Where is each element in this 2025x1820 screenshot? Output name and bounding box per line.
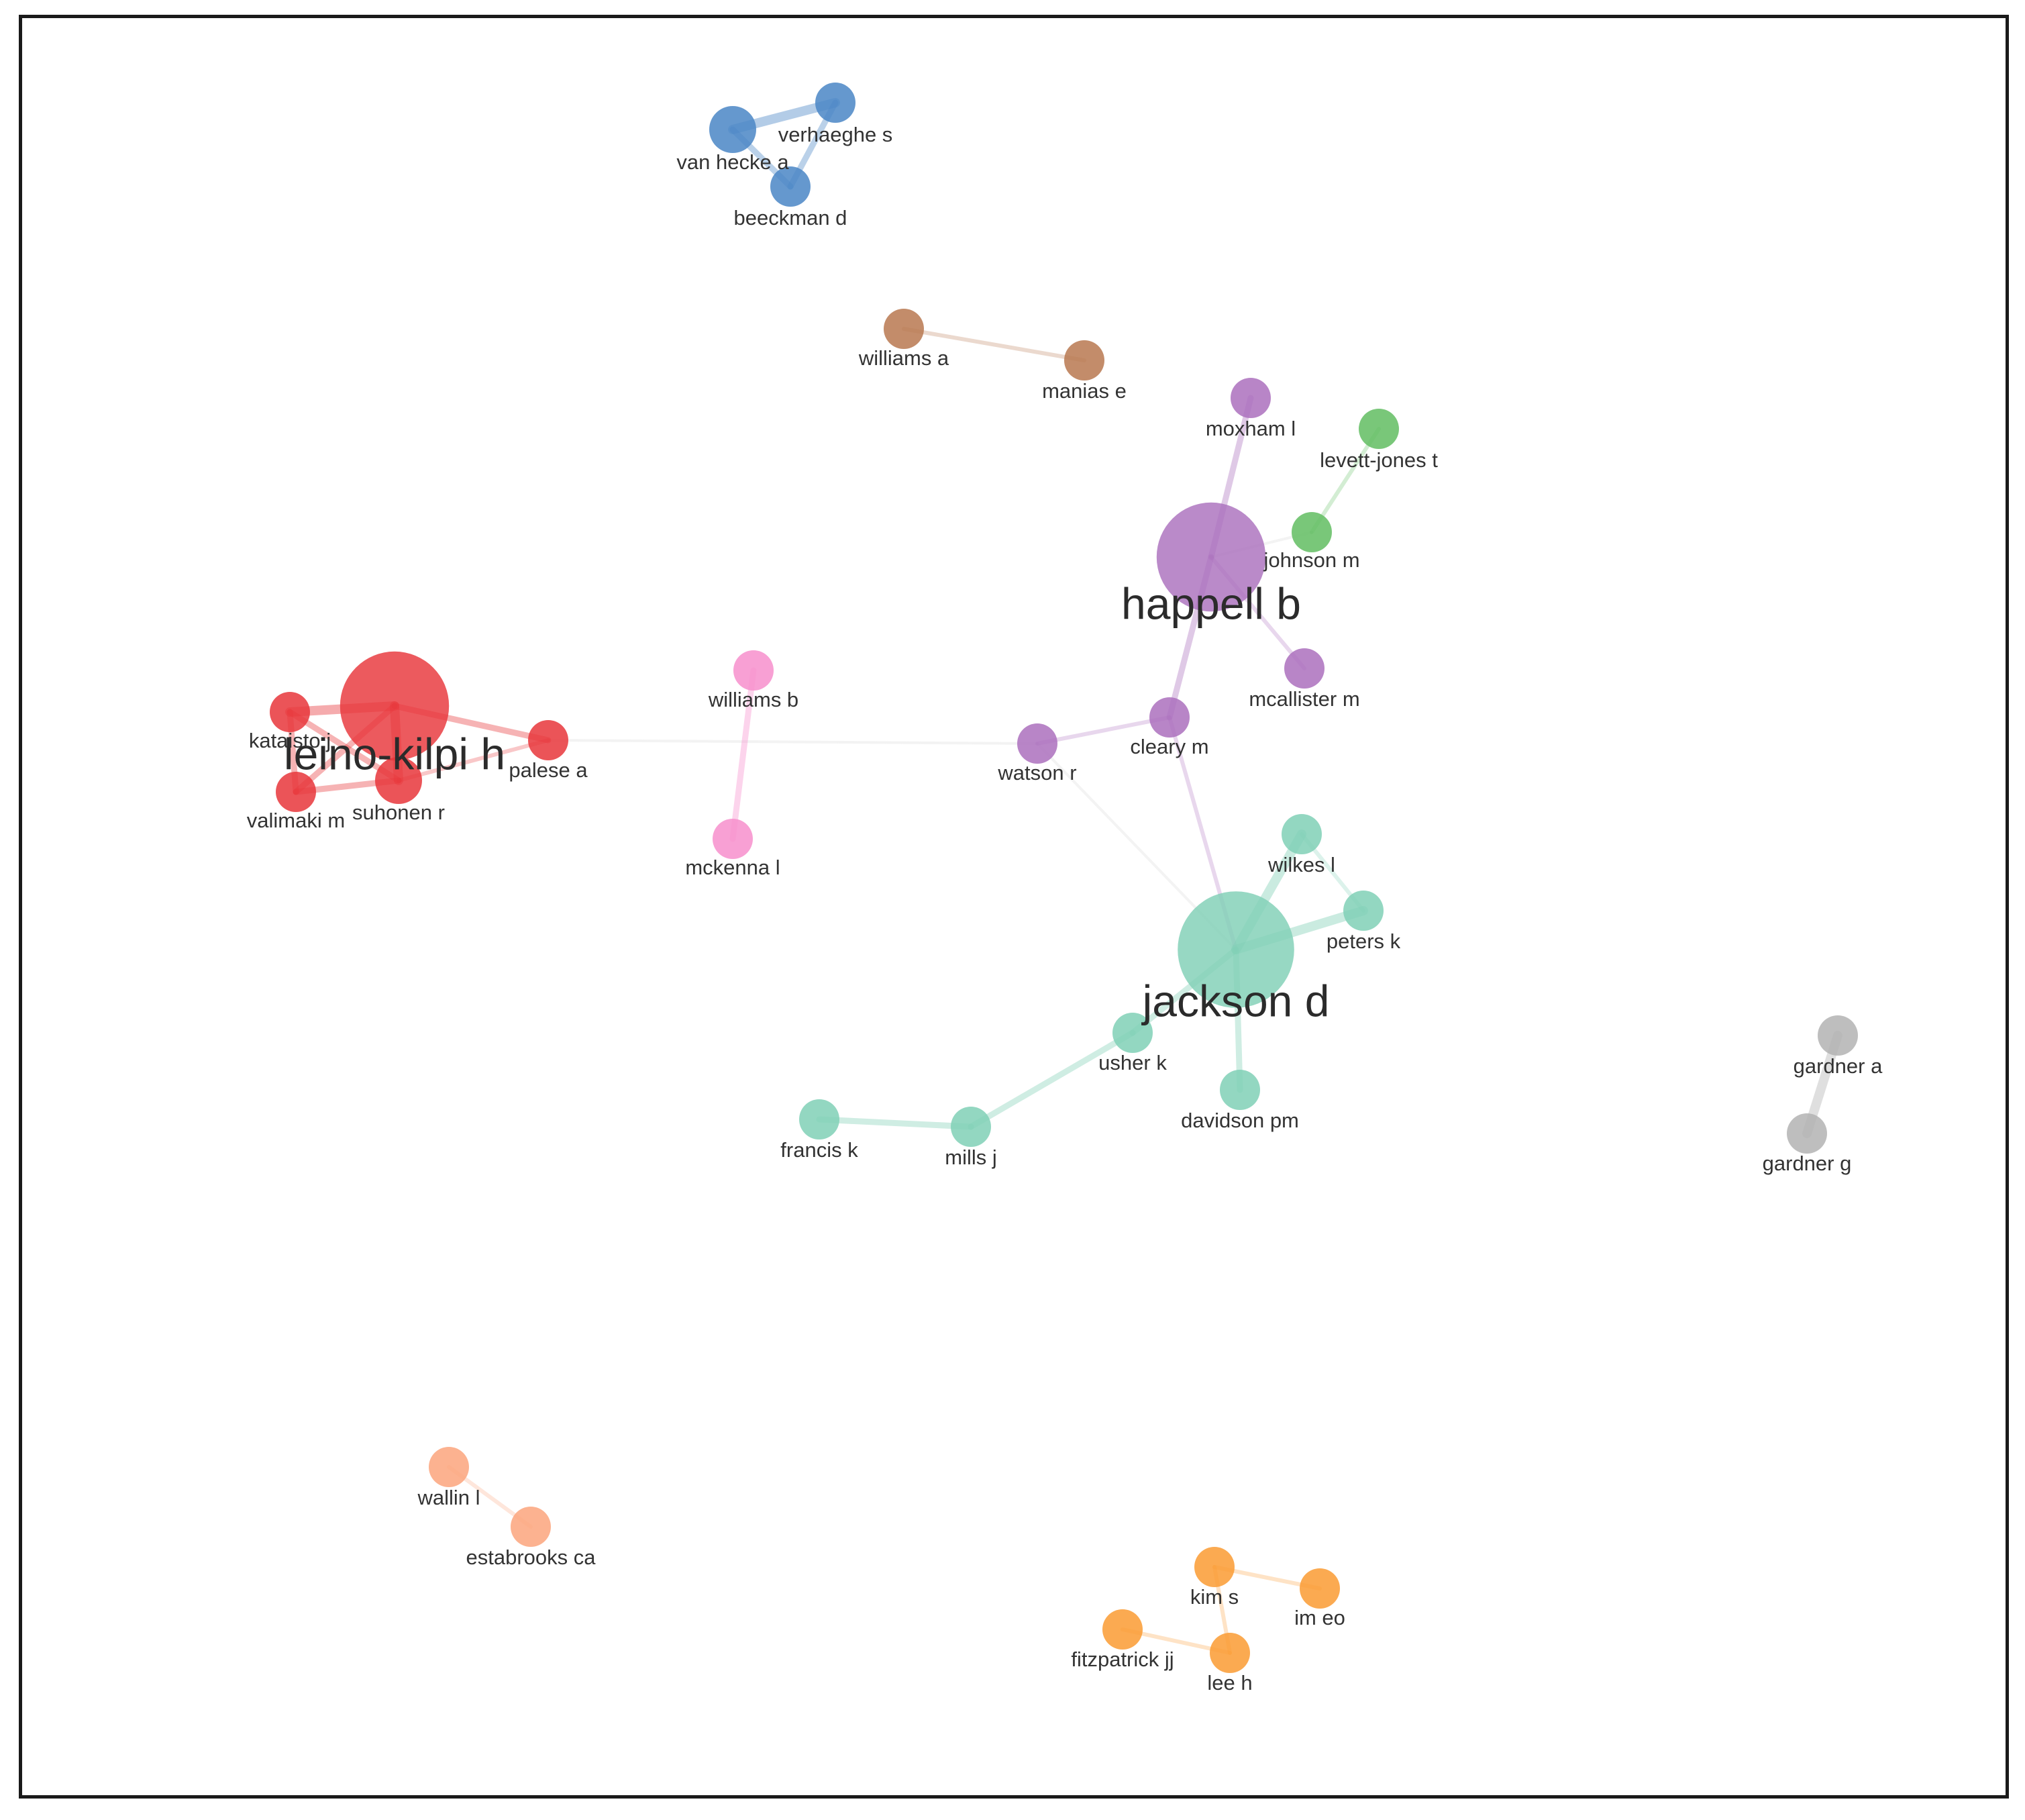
node-beeckman-d[interactable] bbox=[770, 166, 811, 207]
node-johnson-m[interactable] bbox=[1292, 512, 1332, 552]
node-im-eo[interactable] bbox=[1300, 1568, 1340, 1609]
edge-suhonen-r-palese-a bbox=[397, 738, 550, 782]
node-label-francis-k: francis k bbox=[780, 1138, 858, 1162]
edge-williams-b-mckenna-l bbox=[729, 667, 757, 842]
edges-layer bbox=[285, 98, 1842, 1655]
node-label-suhonen-r: suhonen r bbox=[352, 801, 445, 824]
node-label-wilkes-l: wilkes l bbox=[1267, 853, 1335, 876]
node-lee-h[interactable] bbox=[1210, 1633, 1250, 1673]
edge-mills-j-francis-k bbox=[816, 1116, 974, 1130]
edge-cleary-m-watson-r bbox=[1035, 715, 1172, 746]
node-mckenna-l[interactable] bbox=[713, 819, 753, 859]
node-label-van-hecke-a: van hecke a bbox=[676, 150, 789, 174]
node-label-mckenna-l: mckenna l bbox=[685, 856, 780, 879]
node-label-peters-k: peters k bbox=[1327, 929, 1401, 953]
network-diagram-frame bbox=[19, 15, 2009, 1799]
node-williams-b[interactable] bbox=[733, 650, 774, 691]
node-label-watson-r: watson r bbox=[997, 761, 1076, 785]
node-label-happell-b: happell b bbox=[1121, 578, 1301, 628]
node-jackson-d[interactable] bbox=[1178, 891, 1294, 1008]
node-leino-kilpi-h[interactable] bbox=[340, 651, 450, 761]
node-label-palese-a: palese a bbox=[509, 758, 588, 782]
node-label-lee-h: lee h bbox=[1207, 1671, 1252, 1695]
node-williams-a[interactable] bbox=[884, 309, 924, 349]
node-label-beeckman-d: beeckman d bbox=[734, 206, 847, 230]
node-label-mcallister-m: mcallister m bbox=[1249, 687, 1359, 711]
node-usher-k[interactable] bbox=[1112, 1013, 1153, 1053]
node-label-levett-jones-t: levett-jones t bbox=[1320, 448, 1438, 472]
nodes-layer bbox=[270, 83, 1858, 1673]
node-wilkes-l[interactable] bbox=[1282, 814, 1322, 854]
node-label-gardner-g: gardner g bbox=[1763, 1152, 1852, 1175]
edge-williams-a-manias-e bbox=[902, 327, 1086, 362]
node-mills-j[interactable] bbox=[951, 1107, 991, 1147]
node-happell-b[interactable] bbox=[1156, 502, 1266, 612]
node-label-valimaki-m: valimaki m bbox=[247, 809, 345, 832]
node-manias-e[interactable] bbox=[1064, 340, 1104, 381]
node-label-williams-a: williams a bbox=[858, 346, 949, 370]
node-levett-jones-t[interactable] bbox=[1359, 409, 1399, 449]
node-label-johnson-m: johnson m bbox=[1263, 548, 1359, 572]
node-label-usher-k: usher k bbox=[1098, 1051, 1167, 1074]
node-label-gardner-a: gardner a bbox=[1794, 1054, 1883, 1078]
node-label-cleary-m: cleary m bbox=[1130, 735, 1208, 758]
node-label-im-eo: im eo bbox=[1294, 1606, 1345, 1629]
node-davidson-pm[interactable] bbox=[1220, 1070, 1260, 1110]
node-van-hecke-a[interactable] bbox=[709, 106, 756, 153]
node-mcallister-m[interactable] bbox=[1284, 648, 1325, 689]
node-cleary-m[interactable] bbox=[1149, 697, 1190, 738]
node-moxham-l[interactable] bbox=[1231, 378, 1271, 418]
node-peters-k[interactable] bbox=[1343, 891, 1384, 931]
node-kim-s[interactable] bbox=[1194, 1547, 1235, 1587]
node-label-fitzpatrick-jj: fitzpatrick jj bbox=[1071, 1648, 1174, 1671]
node-label-mills-j: mills j bbox=[945, 1146, 997, 1169]
node-label-manias-e: manias e bbox=[1042, 379, 1127, 403]
node-palese-a[interactable] bbox=[528, 720, 568, 760]
node-label-kataisto-j: kataisto j bbox=[249, 729, 331, 752]
edge-usher-k-mills-j bbox=[968, 1029, 1136, 1130]
edge-levett-jones-t-johnson-m bbox=[1310, 427, 1381, 534]
node-gardner-g[interactable] bbox=[1787, 1113, 1827, 1154]
node-label-wallin-l: wallin l bbox=[417, 1486, 480, 1509]
node-watson-r[interactable] bbox=[1017, 723, 1057, 764]
node-label-moxham-l: moxham l bbox=[1206, 417, 1296, 440]
node-estabrooks-ca[interactable] bbox=[511, 1507, 551, 1547]
node-fitzpatrick-jj[interactable] bbox=[1102, 1609, 1143, 1650]
node-verhaeghe-s[interactable] bbox=[815, 83, 855, 123]
node-suhonen-r[interactable] bbox=[375, 757, 422, 804]
node-kataisto-j[interactable] bbox=[270, 692, 310, 732]
node-label-kim-s: kim s bbox=[1190, 1585, 1239, 1609]
node-gardner-a[interactable] bbox=[1818, 1015, 1858, 1056]
node-label-verhaeghe-s: verhaeghe s bbox=[778, 123, 893, 146]
node-label-leino-kilpi-h: leino-kilpi h bbox=[284, 729, 505, 778]
node-label-williams-b: williams b bbox=[708, 688, 798, 711]
edge-watson-r-palese-a bbox=[547, 739, 1039, 745]
labels-layer: van hecke a verhaeghe s beeckman d williams… bbox=[247, 123, 1883, 1695]
node-label-davidson-pm: davidson pm bbox=[1181, 1109, 1299, 1132]
node-francis-k[interactable] bbox=[799, 1099, 839, 1140]
node-label-jackson-d: jackson d bbox=[1141, 976, 1330, 1025]
node-wallin-l[interactable] bbox=[429, 1447, 469, 1487]
node-label-estabrooks-ca: estabrooks ca bbox=[466, 1546, 596, 1569]
node-valimaki-m[interactable] bbox=[276, 772, 316, 812]
